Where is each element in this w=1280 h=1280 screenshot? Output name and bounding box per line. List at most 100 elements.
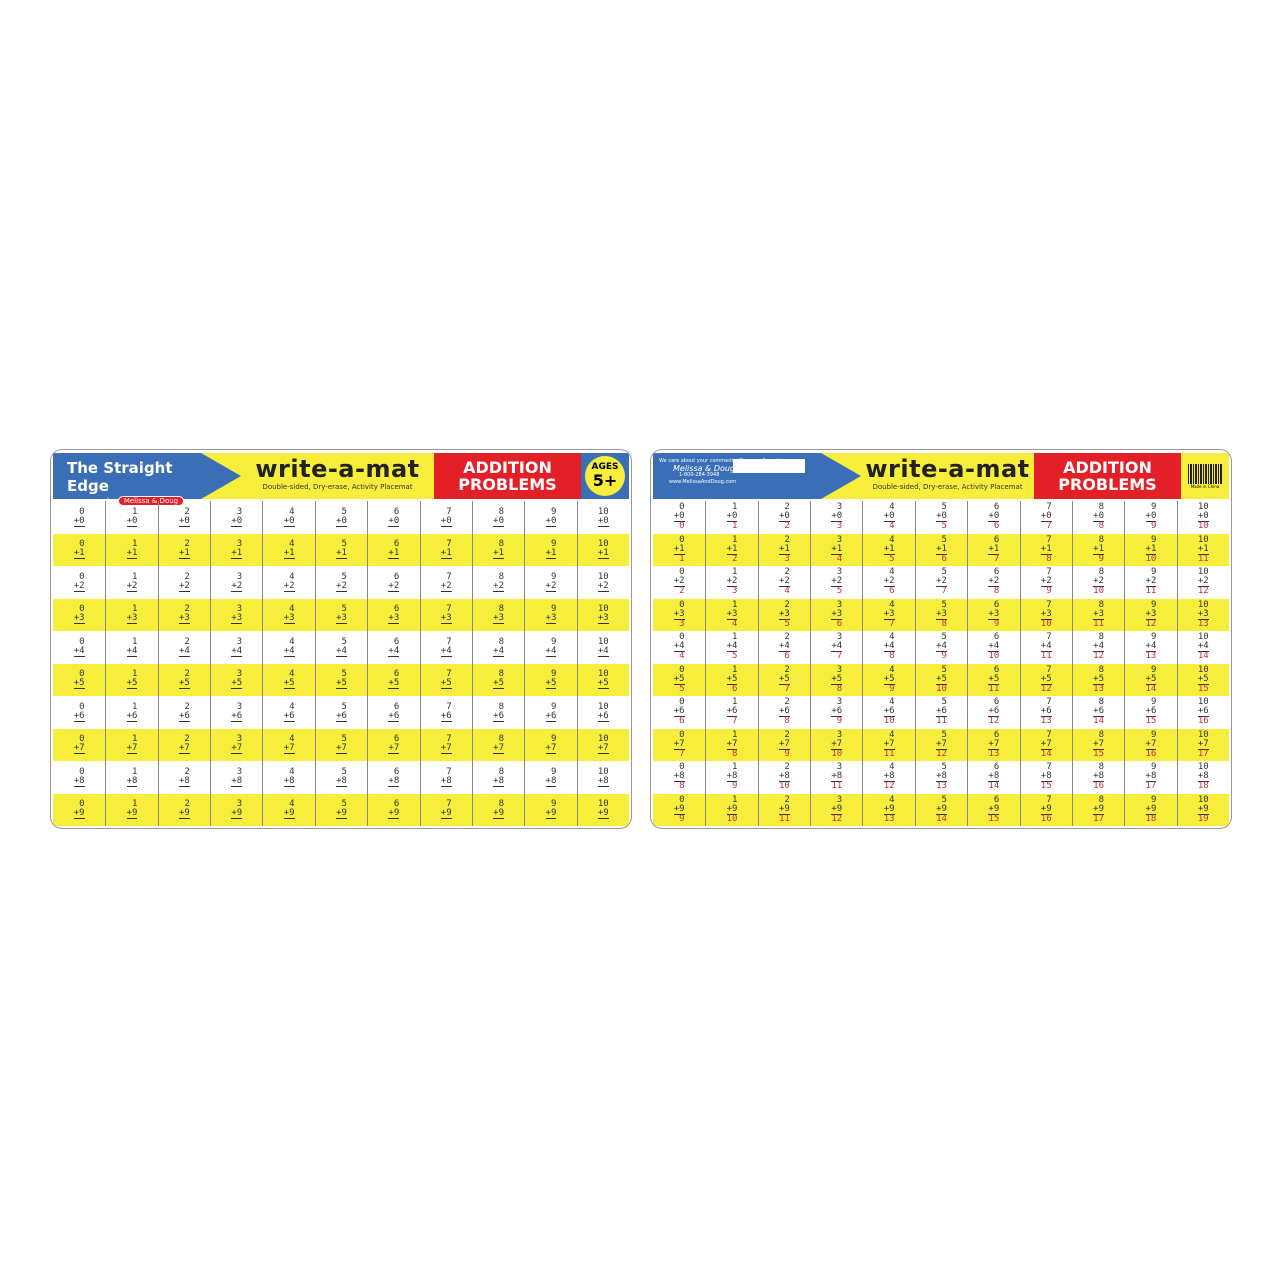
problem-cell[interactable]: 10 +5: [576, 663, 629, 696]
problem-cell[interactable]: 9 +1 10: [1124, 533, 1177, 566]
problem-cell[interactable]: 10 +6: [576, 696, 629, 729]
problem-cell[interactable]: 2 +0 2: [757, 501, 810, 534]
problem-cell[interactable]: 10 +4: [576, 631, 629, 664]
problem-cell[interactable]: 1 +4: [105, 631, 157, 664]
problem-cell[interactable]: 3 +1: [210, 533, 263, 566]
problem-cell[interactable]: 6 +0: [367, 501, 419, 534]
problem-cell[interactable]: 5 +8: [314, 761, 367, 794]
problem-cell[interactable]: 4 +9: [262, 793, 315, 826]
problem-cell[interactable]: 8 +0 8: [1071, 501, 1124, 534]
problem-cell[interactable]: 9 +8 17: [1124, 761, 1176, 794]
problem-cell[interactable]: 2 +7: [157, 728, 211, 761]
problem-cell[interactable]: 10 +3: [576, 598, 629, 631]
problem-cell[interactable]: 7 +8 15: [1019, 761, 1072, 794]
problem-cell[interactable]: 0 +2 2: [653, 566, 705, 599]
problem-cell[interactable]: 4 +1: [262, 533, 315, 566]
problem-cell[interactable]: 0 +3 3: [653, 598, 706, 631]
problem-cell[interactable]: 6 +6: [367, 696, 419, 729]
problem-cell[interactable]: 10 +8 18: [1176, 761, 1229, 794]
problem-cell[interactable]: 5 +9 14: [914, 793, 968, 826]
problem-cell[interactable]: 3 +5 8: [810, 663, 863, 696]
problem-cell[interactable]: 4 +0: [262, 501, 314, 534]
problem-cell[interactable]: 9 +6 15: [1124, 696, 1176, 729]
problem-cell[interactable]: 6 +3: [367, 598, 420, 631]
problem-cell[interactable]: 5 +0 5: [914, 501, 967, 534]
problem-cell[interactable]: 1 +6: [105, 696, 157, 729]
problem-cell[interactable]: 10 +0: [576, 501, 629, 534]
problem-cell[interactable]: 2 +9: [157, 793, 211, 826]
problem-cell[interactable]: 1 +9 10: [705, 793, 758, 826]
problem-cell[interactable]: 5 +7: [314, 728, 368, 761]
problem-cell[interactable]: 1 +3: [105, 598, 158, 631]
problem-cell[interactable]: 10 +9: [576, 793, 629, 826]
problem-cell[interactable]: 4 +1 5: [862, 533, 915, 566]
problem-cell[interactable]: 2 +0: [157, 501, 210, 534]
problem-cell[interactable]: 1 +2: [105, 566, 157, 599]
problem-cell[interactable]: 7 +0: [419, 501, 472, 534]
problem-cell[interactable]: 4 +9 13: [862, 793, 915, 826]
problem-cell[interactable]: 10 +4 14: [1176, 631, 1229, 664]
problem-cell[interactable]: 0 +8 8: [653, 761, 705, 794]
problem-cell[interactable]: 6 +2: [367, 566, 419, 599]
problem-cell[interactable]: 5 +4 9: [914, 631, 967, 664]
problem-cell[interactable]: 6 +4: [367, 631, 419, 664]
problem-cell[interactable]: 4 +4: [262, 631, 314, 664]
problem-cell[interactable]: 4 +2: [262, 566, 314, 599]
problem-cell[interactable]: 4 +5: [262, 663, 315, 696]
problem-cell[interactable]: 9 +5 14: [1124, 663, 1177, 696]
problem-cell[interactable]: 8 +7 15: [1071, 728, 1125, 761]
problem-cell[interactable]: 1 +1: [105, 533, 158, 566]
problem-cell[interactable]: 0 +9: [53, 793, 106, 826]
problem-cell[interactable]: 8 +5 13: [1071, 663, 1125, 696]
problem-cell[interactable]: 10 +2 12: [1176, 566, 1229, 599]
problem-cell[interactable]: 0 +1 1: [653, 533, 706, 566]
problem-cell[interactable]: 8 +8: [471, 761, 524, 794]
problem-cell[interactable]: 3 +0 3: [810, 501, 862, 534]
problem-cell[interactable]: 8 +9: [471, 793, 525, 826]
problem-cell[interactable]: 3 +4 7: [810, 631, 862, 664]
problem-cell[interactable]: 7 +0 7: [1019, 501, 1072, 534]
problem-cell[interactable]: 7 +3 10: [1019, 598, 1072, 631]
problem-cell[interactable]: 8 +5: [471, 663, 525, 696]
problem-cell[interactable]: 9 +9 18: [1124, 793, 1177, 826]
problem-cell[interactable]: 3 +6: [210, 696, 262, 729]
problem-cell[interactable]: 3 +8: [210, 761, 262, 794]
problem-cell[interactable]: 8 +7: [471, 728, 525, 761]
problem-cell[interactable]: 6 +7 13: [967, 728, 1020, 761]
problem-cell[interactable]: 9 +0: [524, 501, 576, 534]
problem-cell[interactable]: 7 +3: [419, 598, 472, 631]
problem-cell[interactable]: 4 +7: [262, 728, 315, 761]
problem-cell[interactable]: 10 +6 16: [1176, 696, 1229, 729]
problem-cell[interactable]: 8 +0: [471, 501, 524, 534]
problem-cell[interactable]: 6 +7: [367, 728, 420, 761]
problem-cell[interactable]: 0 +7: [53, 728, 106, 761]
problem-cell[interactable]: 6 +4 10: [967, 631, 1019, 664]
problem-cell[interactable]: 7 +8: [419, 761, 472, 794]
problem-cell[interactable]: 6 +5: [367, 663, 420, 696]
problem-cell[interactable]: 8 +8 16: [1071, 761, 1124, 794]
problem-cell[interactable]: 1 +0 1: [705, 501, 757, 534]
problem-cell[interactable]: 0 +4 4: [653, 631, 705, 664]
problem-cell[interactable]: 9 +2: [524, 566, 576, 599]
problem-cell[interactable]: 1 +6 7: [705, 696, 757, 729]
problem-cell[interactable]: 9 +3: [524, 598, 577, 631]
problem-cell[interactable]: 7 +4: [419, 631, 472, 664]
problem-cell[interactable]: 10 +0 10: [1176, 501, 1229, 534]
problem-cell[interactable]: 3 +4: [210, 631, 262, 664]
problem-cell[interactable]: 3 +3: [210, 598, 263, 631]
problem-cell[interactable]: 7 +9 16: [1019, 793, 1072, 826]
problem-cell[interactable]: 10 +1 11: [1176, 533, 1229, 566]
problem-cell[interactable]: 6 +6 12: [967, 696, 1019, 729]
problem-cell[interactable]: 1 +2 3: [705, 566, 757, 599]
problem-cell[interactable]: 2 +4 6: [757, 631, 810, 664]
problem-cell[interactable]: 0 +6 6: [653, 696, 705, 729]
problem-cell[interactable]: 2 +1: [157, 533, 211, 566]
problem-cell[interactable]: 5 +6: [314, 696, 367, 729]
problem-cell[interactable]: 5 +9: [314, 793, 368, 826]
problem-cell[interactable]: 7 +5: [419, 663, 472, 696]
problem-cell[interactable]: 7 +5 12: [1019, 663, 1072, 696]
problem-cell[interactable]: 0 +9 9: [653, 793, 706, 826]
problem-cell[interactable]: 5 +1: [314, 533, 368, 566]
problem-cell[interactable]: 0 +1: [53, 533, 106, 566]
problem-cell[interactable]: 1 +3 4: [705, 598, 758, 631]
